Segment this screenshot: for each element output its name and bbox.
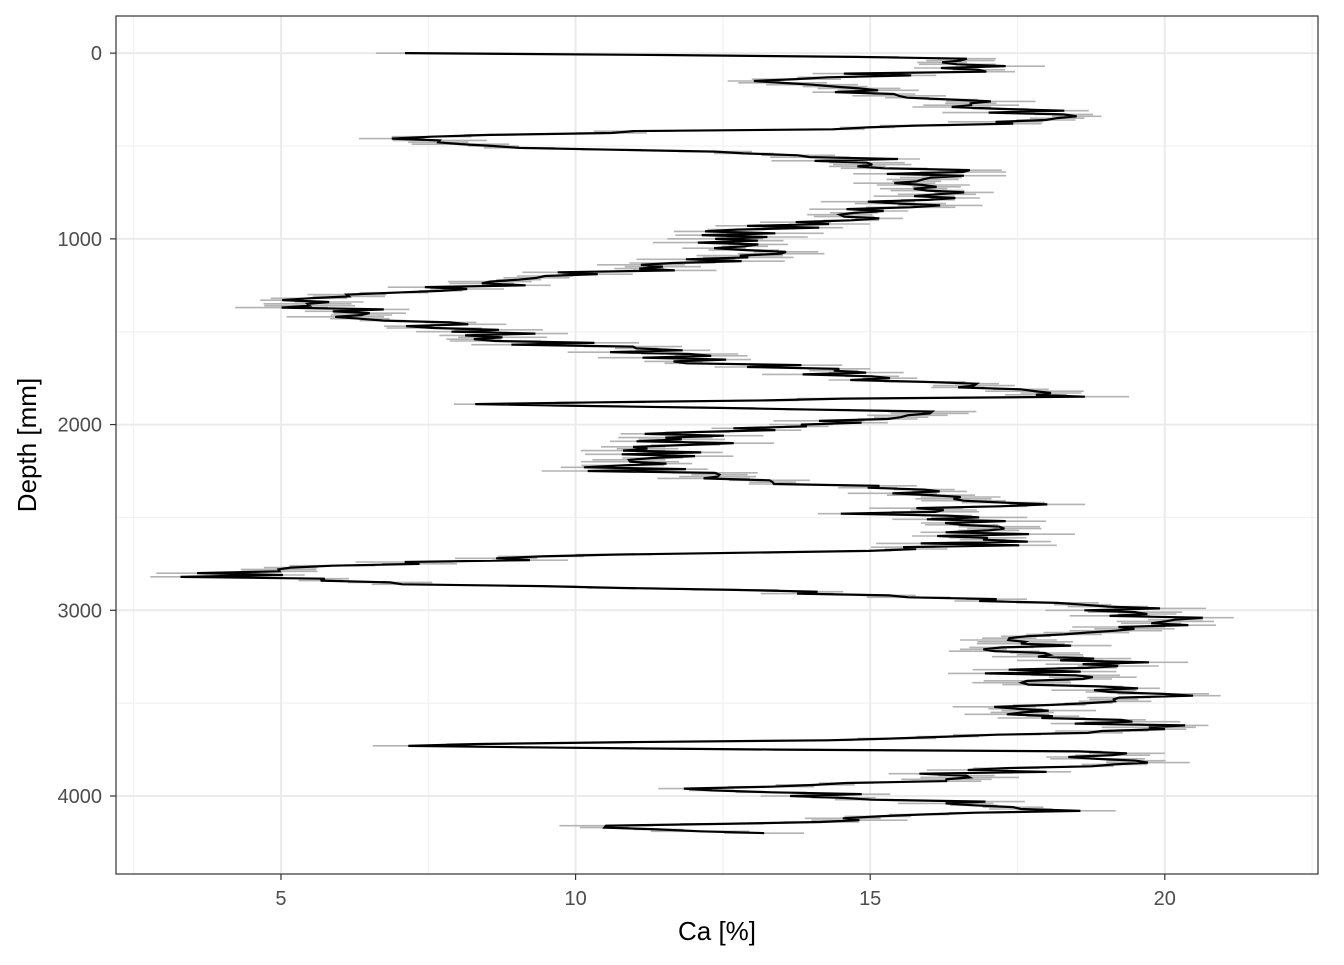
y-tick-label: 3000 bbox=[58, 600, 103, 622]
x-tick-label: 15 bbox=[859, 888, 881, 910]
y-tick-label: 4000 bbox=[58, 786, 103, 808]
x-tick-label: 20 bbox=[1154, 888, 1176, 910]
y-tick-label: 1000 bbox=[58, 229, 103, 251]
x-axis-title: Ca [%] bbox=[678, 916, 756, 946]
y-tick-label: 0 bbox=[91, 43, 102, 65]
x-axis-ticks: 5 10 15 20 bbox=[275, 874, 1176, 910]
x-tick-label: 10 bbox=[564, 888, 586, 910]
y-axis-ticks: 0 1000 2000 3000 4000 bbox=[58, 43, 116, 808]
series-line-layer bbox=[180, 52, 1203, 835]
series-line-ca-profile bbox=[180, 52, 1203, 835]
y-tick-label: 2000 bbox=[58, 415, 103, 437]
y-axis-title: Depth [mm] bbox=[12, 378, 42, 512]
minor-gridlines bbox=[116, 16, 1318, 874]
panel-border bbox=[115, 15, 1319, 875]
x-tick-label: 5 bbox=[275, 888, 286, 910]
